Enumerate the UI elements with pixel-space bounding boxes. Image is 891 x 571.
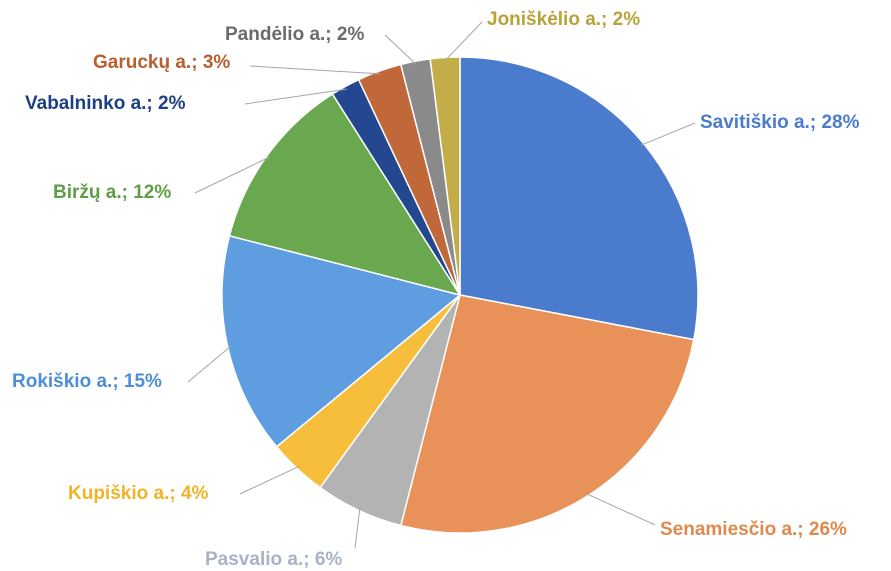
data-label: Senamiesčio a.; 26% [660, 519, 847, 540]
pie-slice [429, 56, 461, 296]
leader-line [640, 122, 696, 146]
data-label: Garuckų a.; 3% [93, 52, 230, 73]
pie-slice [221, 234, 462, 448]
data-label: Pandėlio a.; 2% [225, 24, 364, 45]
pie-slice [459, 56, 699, 341]
leader-line [187, 345, 231, 383]
pie-slice [399, 294, 695, 534]
leader-line [194, 156, 271, 194]
leader-line [244, 88, 347, 105]
data-label: Savitiškio a.; 28% [700, 112, 860, 133]
leader-line [444, 21, 483, 61]
data-label: Pasvalio a.; 6% [205, 549, 342, 570]
leader-line [354, 507, 361, 549]
data-label: Kupiškio a.; 4% [68, 483, 209, 504]
pie-slice [228, 93, 462, 297]
data-label: Vabalninko a.; 2% [25, 93, 186, 114]
data-label: Biržų a.; 12% [53, 182, 171, 203]
leader-line [239, 465, 300, 495]
data-label: Joniškėlio a.; 2% [487, 9, 640, 30]
leader-line [585, 492, 656, 526]
leader-line [384, 34, 417, 65]
data-label: Rokiškio a.; 15% [12, 371, 162, 392]
leader-line [249, 65, 381, 75]
